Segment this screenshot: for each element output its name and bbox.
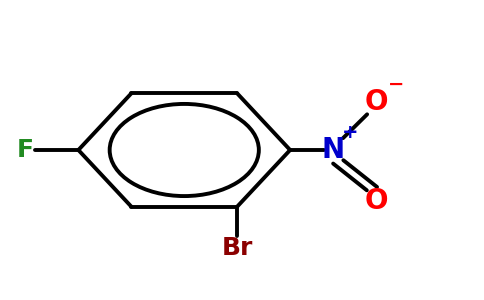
Text: O: O (365, 187, 389, 214)
Text: F: F (17, 138, 34, 162)
Text: N: N (322, 136, 345, 164)
Text: Br: Br (222, 236, 253, 260)
Text: O: O (365, 88, 389, 116)
Text: +: + (342, 123, 359, 142)
Text: −: − (388, 75, 404, 94)
